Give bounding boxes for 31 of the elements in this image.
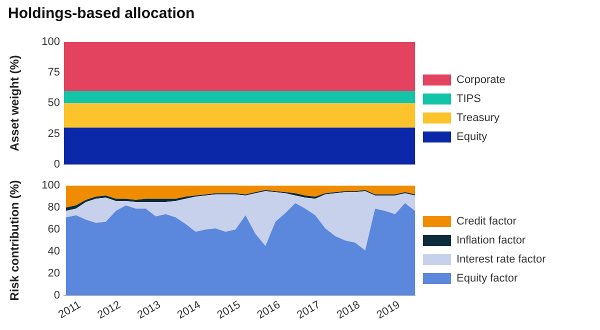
legend-label: Equity factor [456, 272, 518, 285]
y-tick-label: 50 [48, 97, 60, 110]
x-tick-label: 2011 [56, 298, 83, 322]
y-tick-label: 75 [48, 66, 60, 79]
y-tick-label: 60 [48, 224, 60, 236]
y-axis-title: Asset weight (%) [8, 55, 22, 152]
legend-label: TIPS [456, 93, 481, 106]
x-tick-label: 2019 [374, 298, 402, 322]
y-tick-label: 25 [48, 128, 60, 140]
y-axis-title: Risk contribution (%) [8, 180, 22, 301]
x-tick-label: 2013 [136, 298, 163, 322]
x-tick-label: 2017 [295, 298, 322, 322]
y-tick-label: 0 [54, 289, 60, 302]
y-tick-label: 100 [42, 36, 60, 48]
x-tick-label: 2012 [96, 298, 123, 322]
y-tick-label: 20 [48, 267, 60, 280]
legend-label: Equity [456, 131, 488, 144]
x-tick-label: 2015 [215, 298, 243, 322]
y-tick-label: 0 [54, 158, 60, 170]
legend-label: Corporate [456, 74, 506, 86]
y-tick-label: 80 [48, 202, 60, 214]
y-tick-label: 40 [48, 245, 60, 258]
chart-title: Holdings-based allocation [7, 4, 196, 24]
legend-label: Interest rate factor [456, 254, 546, 266]
legend-label: Inflation factor [456, 234, 526, 247]
x-tick-label: 2014 [175, 298, 203, 322]
legend-label: Treasury [456, 112, 500, 124]
x-tick-label: 2016 [255, 298, 282, 322]
y-tick-label: 100 [42, 180, 60, 192]
legend-label: Credit factor [456, 216, 517, 228]
x-tick-label: 2018 [334, 298, 362, 322]
